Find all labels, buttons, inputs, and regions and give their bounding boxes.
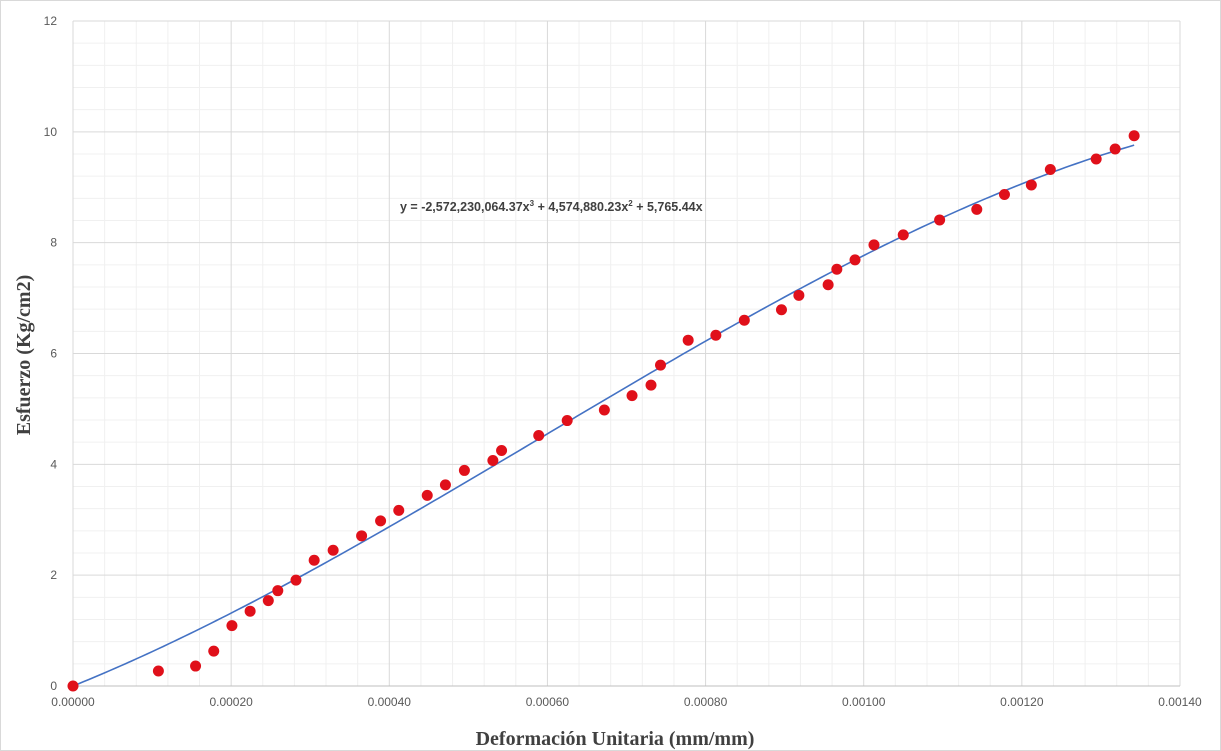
y-tick-label: 8 xyxy=(50,236,57,250)
data-point xyxy=(934,214,946,226)
data-point xyxy=(1090,153,1102,165)
data-point xyxy=(645,379,657,391)
data-point xyxy=(439,479,451,491)
data-point xyxy=(375,515,387,527)
data-point xyxy=(775,304,787,316)
data-point xyxy=(67,680,79,692)
data-point xyxy=(421,489,433,501)
data-point xyxy=(897,229,909,241)
y-tick-label: 12 xyxy=(44,14,58,28)
data-point xyxy=(356,530,368,542)
data-point xyxy=(1128,130,1140,142)
x-tick-label: 0.00060 xyxy=(526,695,570,709)
data-points xyxy=(67,130,1140,692)
data-point xyxy=(971,203,983,215)
data-point xyxy=(682,334,694,346)
data-point xyxy=(487,454,499,466)
data-point xyxy=(533,430,545,442)
data-point xyxy=(868,239,880,251)
y-tick-label: 10 xyxy=(44,125,58,139)
trendline-equation: y = -2,572,230,064.37x3 + 4,574,880.23x2… xyxy=(400,199,703,214)
x-axis-title: Deformación Unitaria (mm/mm) xyxy=(476,728,755,750)
data-point xyxy=(598,404,610,416)
x-tick-label: 0.00120 xyxy=(1000,695,1044,709)
data-point xyxy=(1044,164,1056,176)
data-point xyxy=(308,554,320,566)
data-point xyxy=(190,660,202,672)
equation-sup-2: 2 xyxy=(628,199,633,208)
equation-part-2: + 4,574,880.23x xyxy=(534,200,628,214)
x-tick-label: 0.00100 xyxy=(842,695,886,709)
data-point xyxy=(152,665,164,677)
data-point xyxy=(1025,179,1037,191)
y-tick-label: 2 xyxy=(50,568,57,582)
x-tick-label: 0.00040 xyxy=(368,695,412,709)
data-point xyxy=(849,254,861,266)
x-axis-ticks: 0.00000 0.00020 0.00040 0.00060 0.00080 0.001… xyxy=(51,695,1202,709)
equation-sup-1: 3 xyxy=(530,199,535,208)
data-point xyxy=(793,289,805,301)
y-tick-label: 6 xyxy=(50,347,57,361)
x-tick-label: 0.00140 xyxy=(1158,695,1202,709)
data-point xyxy=(458,464,470,476)
data-point xyxy=(393,504,405,516)
data-point xyxy=(822,279,834,291)
data-point xyxy=(208,645,220,657)
y-tick-label: 4 xyxy=(50,457,57,471)
data-point xyxy=(655,359,667,371)
data-point xyxy=(262,595,274,607)
data-point xyxy=(1109,143,1121,155)
data-point xyxy=(244,605,256,617)
data-point xyxy=(272,585,284,597)
major-gridlines xyxy=(72,20,1181,686)
data-point xyxy=(327,544,339,556)
y-tick-label: 0 xyxy=(50,679,57,693)
data-point xyxy=(710,329,722,341)
y-axis-title: Esfuerzo (Kg/cm2) xyxy=(13,275,35,436)
data-point xyxy=(226,620,238,632)
y-axis-ticks: 0 2 4 6 8 10 12 xyxy=(44,14,58,693)
data-point xyxy=(290,574,302,586)
data-point xyxy=(831,263,843,275)
polynomial-trendline xyxy=(72,144,1135,687)
equation-part-3: + 5,765.44x xyxy=(633,200,703,214)
x-tick-label: 0.00080 xyxy=(684,695,728,709)
data-point xyxy=(738,314,750,326)
data-point xyxy=(561,415,573,427)
data-point xyxy=(496,444,508,456)
data-point xyxy=(626,390,638,402)
x-tick-label: 0.00020 xyxy=(209,695,253,709)
x-tick-label: 0.00000 xyxy=(51,695,95,709)
equation-part-1: y = -2,572,230,064.37x xyxy=(400,200,530,214)
data-point xyxy=(998,188,1010,200)
